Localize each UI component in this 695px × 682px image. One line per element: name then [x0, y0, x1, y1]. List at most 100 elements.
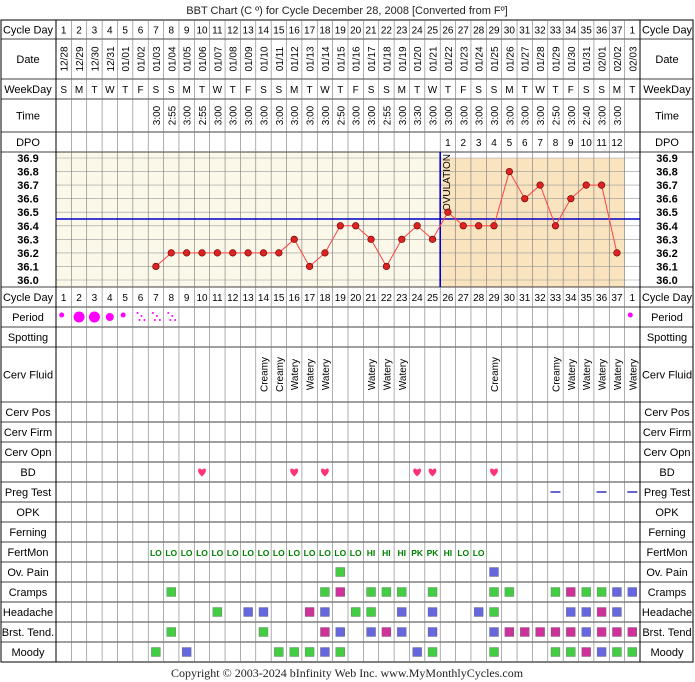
fertmon-cell: PK: [411, 548, 424, 558]
moody-marker: [320, 647, 330, 657]
fertmon-cell: PK: [427, 548, 440, 558]
cramps-marker: [596, 587, 607, 597]
weekday-cell: W: [320, 85, 330, 96]
date-cell: 01/19: [398, 46, 409, 71]
fertmon-cell: LO: [150, 548, 162, 558]
row-label-dpo: DPO: [16, 137, 40, 149]
cramps-marker: [581, 587, 591, 597]
temperature-point: [582, 181, 590, 189]
weekday-cell: M: [398, 85, 406, 96]
date-cell: 01/18: [382, 46, 393, 71]
temperature-point: [536, 181, 544, 189]
row-label-ferning: Ferning: [9, 527, 46, 539]
date-cell: 01/08: [229, 46, 240, 71]
cycle-day-cell: 15: [273, 26, 285, 37]
cycle-day-cell: 32: [535, 26, 547, 37]
dpo-cell: 2: [460, 138, 466, 149]
fertmon-cell: LO: [258, 548, 270, 558]
spotting-dot: [138, 319, 141, 321]
weekday-cell: M: [182, 85, 190, 96]
headache-marker: [427, 607, 438, 617]
cycle-day-cell: 8: [168, 293, 174, 304]
weekday-cell: F: [137, 85, 143, 96]
copyright-text[interactable]: Copyright © 2003-2024 bInfinity Web Inc.…: [171, 666, 524, 680]
weekday-cell: T: [522, 85, 528, 96]
time-cell: 3:00: [352, 105, 363, 125]
period-marker: [627, 312, 633, 318]
fertmon-cell: LO: [319, 548, 331, 558]
dpo-cell: 9: [568, 138, 574, 149]
date-cell: 01/11: [275, 46, 286, 71]
cycle-day-cell: 2: [76, 293, 82, 304]
weekday-cell: W: [428, 85, 438, 96]
ov-pain-marker: [489, 567, 499, 577]
cycle-day-cell: 10: [196, 26, 208, 37]
cerv-fluid-cell: Watery: [628, 359, 639, 390]
y-tick-label: 36.8: [17, 167, 38, 179]
time-cell: 2:55: [382, 105, 393, 125]
date-cell: 01/01: [121, 46, 132, 71]
weekday-cell: T: [307, 85, 313, 96]
date-cell: 01/20: [413, 46, 424, 71]
temperature-point: [551, 222, 560, 230]
cycle-day-cell: 29: [488, 293, 500, 304]
time-cell: 3:00: [429, 105, 440, 125]
weekday-cell: F: [568, 85, 574, 96]
spotting-dot: [140, 315, 143, 317]
cycle-day-cell: 30: [504, 26, 516, 37]
fertmon-cell: HI: [367, 548, 376, 558]
cerv-fluid-cell: Watery: [321, 359, 332, 390]
y-tick-label: 36.1: [17, 261, 38, 273]
time-cell: 3:00: [398, 105, 409, 125]
cycle-day-cell: 22: [381, 26, 393, 37]
cramps-marker: [381, 587, 392, 597]
row-label-right-cerv-firm: Cerv Firm: [643, 427, 691, 439]
row-label-moody: Moody: [11, 647, 45, 659]
time-cell: 3:00: [321, 105, 332, 125]
heart-icon: [428, 468, 437, 477]
weekday-cell: S: [168, 85, 175, 96]
temperature-point: [183, 249, 191, 257]
time-cell: 3:00: [213, 105, 224, 125]
date-cell: 12/28: [60, 46, 71, 71]
date-cell: 01/06: [198, 46, 209, 71]
time-cell: 2:55: [167, 105, 178, 125]
cycle-day-cell: 32: [535, 293, 547, 304]
cycle-day-cell: 28: [473, 26, 485, 37]
y-tick-label: 36.9: [656, 153, 677, 165]
time-cell: 3:00: [367, 105, 378, 125]
moody-marker: [304, 647, 315, 657]
brst-tend-marker: [397, 627, 407, 637]
date-cell: 01/17: [367, 46, 378, 71]
moody-marker: [427, 647, 438, 657]
y-tick-label: 36.5: [17, 207, 38, 219]
time-cell: 3:00: [490, 105, 501, 125]
cycle-day-cell: 17: [304, 26, 316, 37]
moody-marker: [274, 647, 284, 657]
temperature-point: [152, 262, 160, 271]
weekday-cell: T: [337, 85, 343, 96]
temperature-point: [213, 249, 221, 257]
brst-tend-marker: [166, 627, 176, 637]
cycle-day-cell: 22: [381, 293, 393, 304]
temperature-point: [413, 222, 421, 230]
row-label-cycle-day: Cycle Day: [3, 292, 54, 304]
date-cell: 01/24: [475, 46, 486, 71]
temperature-point: [597, 181, 606, 189]
cycle-day-cell: 33: [550, 26, 562, 37]
temperature-point: [613, 249, 621, 257]
moody-marker: [151, 647, 161, 657]
headache-marker: [566, 607, 576, 617]
cycle-day-cell: 24: [412, 293, 424, 304]
temperature-point: [444, 208, 452, 216]
y-tick-label: 36.6: [656, 194, 677, 206]
cramps-marker: [335, 587, 345, 597]
cycle-day-cell: 37: [611, 293, 623, 304]
time-cell: 2:55: [198, 105, 209, 125]
row-label-right-date: Date: [655, 54, 678, 66]
date-cell: 01/27: [521, 46, 532, 71]
spotting-dot: [169, 319, 172, 321]
brst-tend-marker: [381, 627, 392, 637]
cycle-day-cell: 12: [227, 26, 239, 37]
